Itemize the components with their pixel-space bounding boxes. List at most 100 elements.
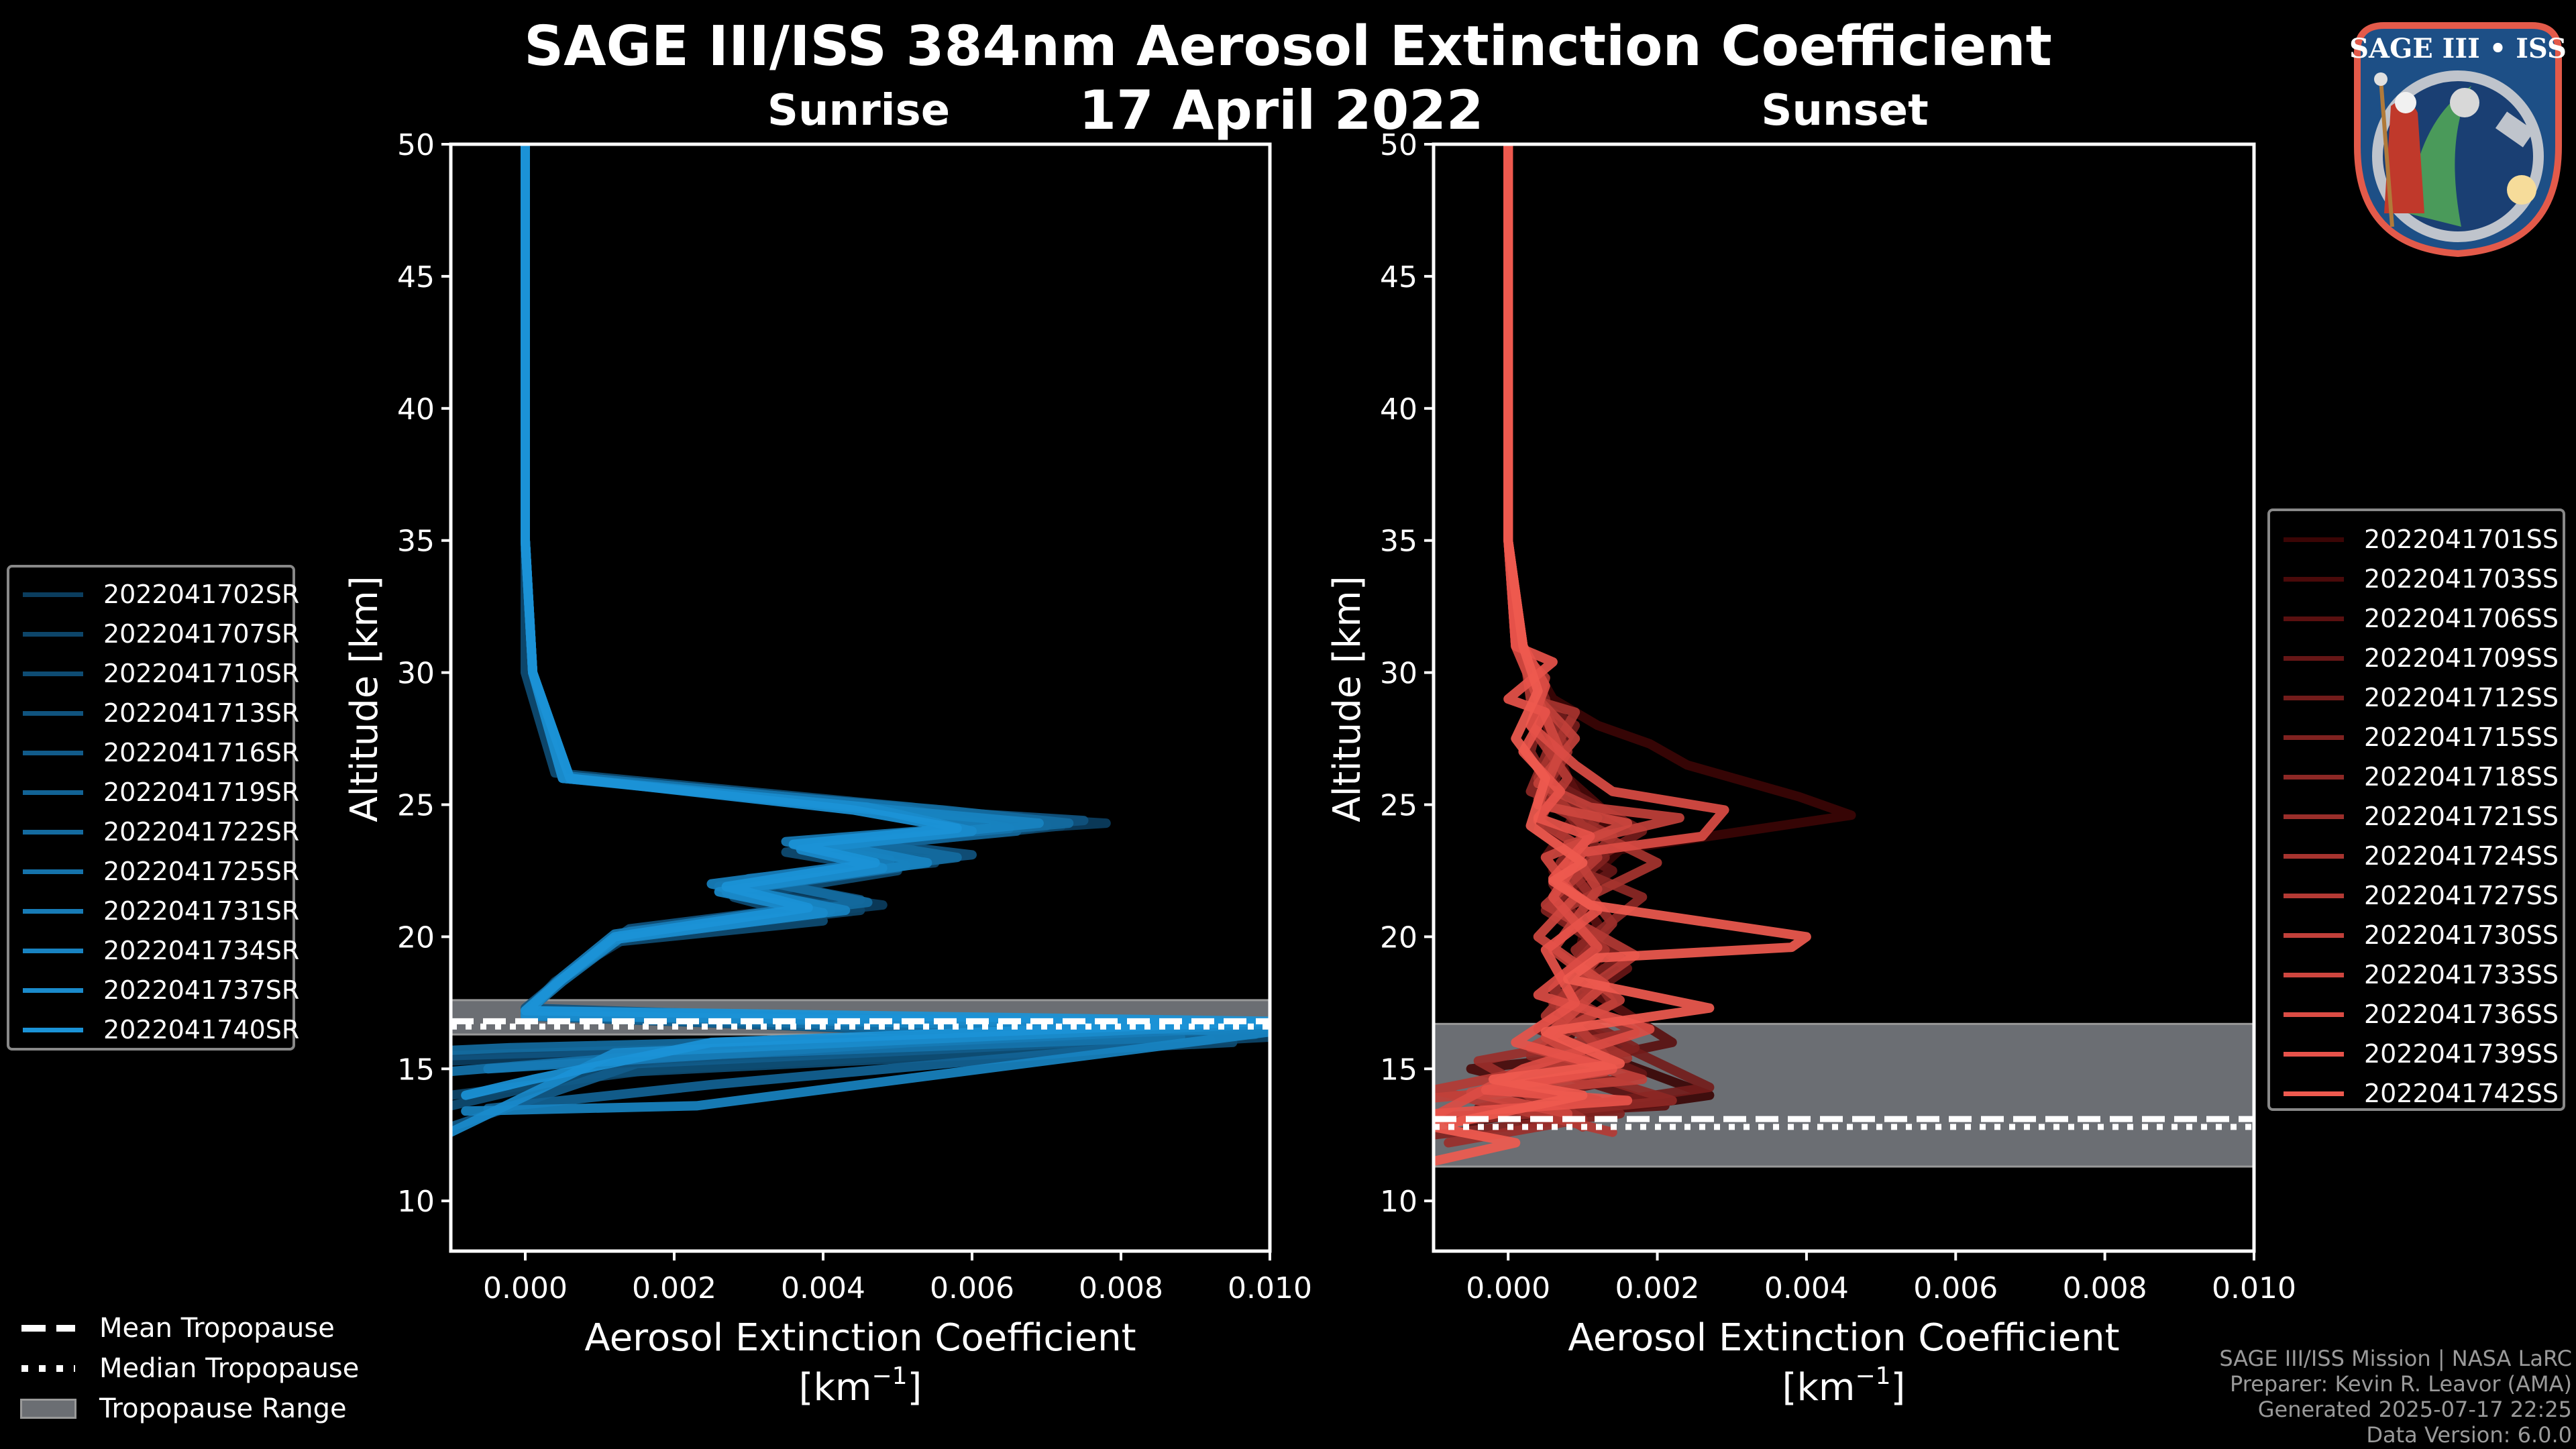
y-tick-label: 35 [1380,525,1417,559]
sun-icon [2507,175,2536,205]
legend-item-2022041718SS: 2022041718SS [2270,758,2559,796]
legend-label: 2022041707SR [103,619,300,649]
legend-mean-label: Mean Tropopause [99,1313,335,1344]
credit-version: Data Version: 6.0.0 [2366,1422,2572,1448]
legend-swatch-icon [23,790,83,795]
x-axis-unit: [km−1] [799,1362,922,1409]
legend-swatch-icon [23,750,83,755]
legend-item-2022041731SR: 2022041731SR [9,892,299,930]
y-tick-label: 20 [1380,920,1417,955]
y-tick-label: 40 [1380,392,1417,427]
legend-item-2022041712SS: 2022041712SS [2270,679,2559,716]
y-tick-label: 30 [1380,657,1417,691]
legend-tropopause-range: Tropopause Range [20,1389,359,1429]
series-line-2022041713SR [451,144,1270,1061]
x-tick-label: 0.002 [632,1271,716,1305]
x-tick-label: 0.008 [1079,1271,1163,1305]
legend-mean-tropopause: Mean Tropopause [20,1308,359,1348]
legend-label: 2022041721SS [2364,802,2559,831]
y-tick-label: 10 [1380,1185,1417,1219]
legend-item-2022041709SS: 2022041709SS [2270,639,2559,677]
legend-label: 2022041724SS [2364,841,2559,871]
legend-label: 2022041734SR [103,936,300,965]
legend-label: 2022041722SR [103,817,300,847]
legend-swatch-icon [2284,1012,2344,1017]
legend-label: 2022041725SR [103,857,300,886]
legend-label: 2022041740SR [103,1015,300,1044]
series-line-2022041740SR [461,144,1270,1100]
legend-swatch-icon [23,829,83,835]
legend-label: 2022041730SS [2364,920,2559,950]
x-tick-label: 0.010 [2212,1271,2296,1305]
legend-label: 2022041712SS [2364,683,2559,712]
y-tick-label: 35 [397,525,435,559]
wizard-icon [2384,101,2424,213]
legend-swatch-icon [23,908,83,914]
y-tick-label: 50 [397,128,435,162]
legend-median-label: Median Tropopause [99,1353,360,1384]
x-tick-label: 0.008 [2063,1271,2147,1305]
iss-icon [2495,111,2535,148]
legend-item-2022041703SS: 2022041703SS [2270,560,2559,598]
legend-swatch-icon [2284,537,2344,542]
series-line-2022041742SS [1434,144,1811,1167]
dotted-line-icon [21,1365,75,1372]
legend-swatch-icon [23,671,83,676]
legend-swatch-icon [2284,616,2344,621]
y-tick-label: 15 [397,1053,435,1087]
sunset-panel: 10 15 20 25 30 35 40 45 50 0.000 0.002 0.004 0.006 0.… [1326,128,2296,1409]
legend-item-2022041737SR: 2022041737SR [9,971,299,1009]
x-tick-label: 0.004 [781,1271,865,1305]
legend-swatch-icon [2284,932,2344,938]
x-tick-label: 0.006 [1913,1271,1998,1305]
legend-swatch-icon [2284,735,2344,740]
legend-item-2022041727SS: 2022041727SS [2270,877,2559,914]
legend-label: 2022041715SS [2364,722,2559,752]
sunrise-panel: 10 15 20 25 30 35 40 45 50 0.000 0.002 0.004 0.006 0.… [343,128,1312,1409]
legend-item-2022041739SS: 2022041739SS [2270,1035,2559,1073]
plot-frame [1432,142,2256,1253]
main-title: SAGE III/ISS 384nm Aerosol Extinction Co… [524,15,2052,78]
legend-swatch-icon [23,592,83,597]
legend-swatch-icon [2284,1051,2344,1057]
x-tick-label: 0.000 [483,1271,568,1305]
legend-range-label: Tropopause Range [99,1393,347,1424]
legend-median-tropopause: Median Tropopause [20,1348,359,1389]
legend-swatch-icon [23,1027,83,1032]
legend-label: 2022041742SS [2364,1079,2559,1108]
y-axis-label: Altitude [km] [1326,576,1369,822]
legend-item-2022041702SR: 2022041702SR [9,576,299,613]
y-tick-label: 20 [397,920,435,955]
legend-label: 2022041709SS [2364,643,2559,673]
legend-label: 2022041737SR [103,975,300,1005]
y-tick-label: 30 [397,657,435,691]
legend-item-2022041701SS: 2022041701SS [2270,521,2559,558]
legend-swatch-icon [2284,893,2344,898]
x-tick-label: 0.000 [1466,1271,1550,1305]
legend-label: 2022041733SS [2364,960,2559,989]
legend-item-2022041736SS: 2022041736SS [2270,996,2559,1033]
date-title: 17 April 2022 [1079,79,1484,142]
logo-title: SAGE III • ISS [2349,33,2567,64]
series-line-2022041707SR [451,144,1270,1100]
legend-item-2022041724SS: 2022041724SS [2270,837,2559,875]
sunrise-panel-title: Sunrise [767,86,951,136]
y-tick-label: 50 [1380,128,1417,162]
x-tick-label: 0.004 [1764,1271,1849,1305]
legend-item-2022041721SS: 2022041721SS [2270,798,2559,835]
x-axis-unit: [km−1] [1782,1362,1906,1409]
credit-generated: Generated 2025-07-17 22:25 [2257,1397,2572,1422]
sage-iii-iss-mission-logo: SAGE III • ISS [2349,22,2567,258]
legend-item-2022041742SS: 2022041742SS [2270,1075,2559,1112]
series-group [451,144,1270,1137]
legend-item-2022041734SR: 2022041734SR [9,932,299,969]
series-line-2022041737SR [451,144,1270,1137]
legend-item-2022041733SS: 2022041733SS [2270,956,2559,994]
sunrise-legend: 2022041702SR 2022041707SR 2022041710SR 2022… [7,565,299,1051]
x-tick-label: 0.002 [1615,1271,1700,1305]
legend-swatch-icon [2284,695,2344,700]
y-axis-label: Altitude [km] [343,576,386,822]
legend-item-2022041716SR: 2022041716SR [9,734,299,771]
series-line-2022041702SR [451,144,1270,1066]
x-tick-label: 0.006 [930,1271,1014,1305]
